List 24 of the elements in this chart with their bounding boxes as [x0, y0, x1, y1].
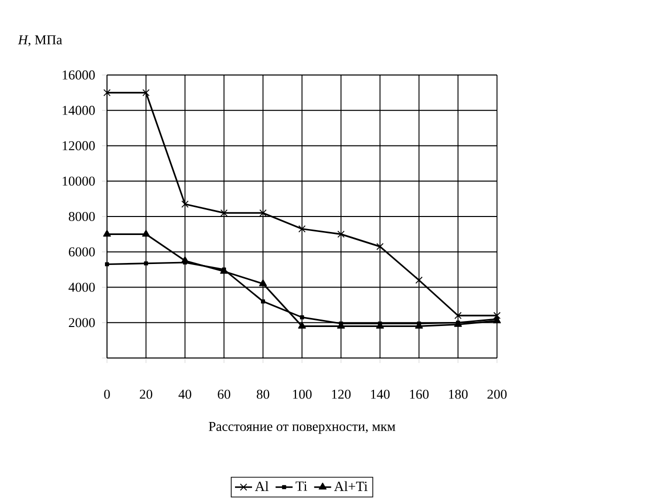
x-tick-label: 140	[371, 390, 390, 399]
y-tick-label: 10000	[62, 176, 95, 186]
y-tick-label: 8000	[68, 212, 95, 222]
x-tick-label: 160	[410, 390, 429, 399]
x-tick-label: 120	[332, 390, 351, 399]
y-tick-label: 16000	[62, 70, 95, 80]
x-tick-label: 100	[293, 390, 312, 399]
legend-label: Ti	[296, 481, 308, 491]
x-tick-label: 40	[178, 390, 192, 399]
x-tick-label: 200	[487, 390, 507, 399]
y-tick-label: 6000	[68, 247, 95, 256]
x-axis-title: Расстояние от поверхности, мкм	[208, 422, 396, 434]
x-tick-label: 20	[140, 390, 152, 399]
y-tick-label: 12000	[62, 141, 95, 150]
legend-label: Al+Ti	[334, 481, 368, 491]
y-tick-label: 4000	[68, 282, 95, 292]
x-tick-label: 60	[218, 390, 230, 399]
y-axis-title: H, МПа	[18, 35, 62, 46]
x-tick-label: 180	[449, 390, 468, 399]
x-tick-label: 80	[256, 390, 270, 399]
legend-label: Al	[254, 481, 269, 491]
y-tick-label: 2000	[68, 318, 95, 328]
x-tick-label: 0	[104, 390, 110, 399]
y-tick-label: 14000	[62, 106, 95, 115]
